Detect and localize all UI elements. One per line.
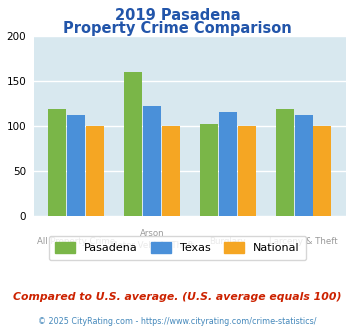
Bar [313,126,332,216]
Text: © 2025 CityRating.com - https://www.cityrating.com/crime-statistics/: © 2025 CityRating.com - https://www.city… [38,317,317,326]
Legend: Pasadena, Texas, National: Pasadena, Texas, National [49,236,306,260]
Text: Compared to U.S. average. (U.S. average equals 100): Compared to U.S. average. (U.S. average … [13,292,342,302]
Bar [143,107,161,216]
Text: Arson: Arson [140,229,164,238]
Text: Larceny & Theft: Larceny & Theft [269,237,338,246]
Bar [295,115,312,216]
Text: Burglary: Burglary [209,237,246,246]
Bar [86,126,104,216]
Bar [162,126,180,216]
Bar [67,115,85,216]
Text: Property Crime Comparison: Property Crime Comparison [63,21,292,36]
Bar [275,109,294,216]
Text: 2019 Pasadena: 2019 Pasadena [115,8,240,23]
Bar [200,123,218,216]
Bar [48,109,66,216]
Text: All Property Crime: All Property Crime [37,237,115,246]
Bar [238,126,256,216]
Bar [219,112,237,216]
Bar [124,72,142,216]
Text: Motor Vehicle Theft: Motor Vehicle Theft [110,241,194,250]
